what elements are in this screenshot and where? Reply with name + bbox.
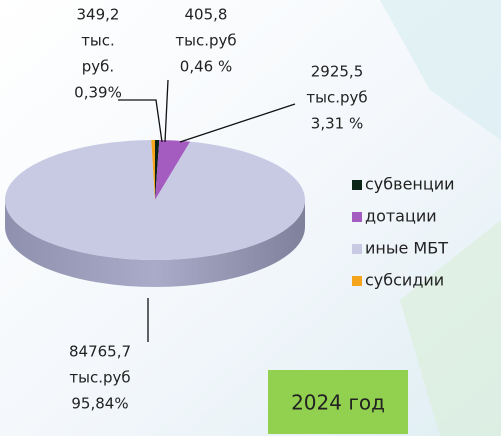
pie-slice [5,140,306,261]
legend-swatch [352,244,362,254]
year-label: 2024 год [291,391,385,415]
legend-swatch [352,276,362,286]
percent-label: 0,39% [74,84,122,102]
unit-label: тыс.руб [175,32,236,50]
legend-swatch [352,212,362,222]
leader-line [164,79,169,143]
pie-slice [155,140,191,200]
unit-label: тыс.руб [69,369,130,387]
legend-label: субвенции [365,175,455,194]
percent-label: 3,31 % [311,115,363,133]
value-label: 349,2 [77,6,120,24]
leader-line [179,103,296,143]
legend-swatch [352,180,362,190]
legend-label: субсидии [365,271,444,290]
value-label: 84765,7 [69,343,131,361]
legend-label: дотации [365,207,437,226]
decor [380,0,501,140]
value-label: 2925,5 [311,63,364,81]
unit-label: тыс. [81,32,115,50]
value-label: 405,8 [185,6,228,24]
legend-label: иные МБТ [365,239,448,258]
pie-slice [155,140,160,200]
pie-side [5,200,305,287]
pie-slice [151,140,155,200]
percent-label: 0,46 % [180,58,232,76]
decor [400,220,501,436]
percent-label: 95,84% [71,395,128,413]
unit-label: руб. [82,58,114,76]
unit-label: тыс.руб [306,89,367,107]
year-box [268,370,408,434]
leader-line [118,99,163,143]
